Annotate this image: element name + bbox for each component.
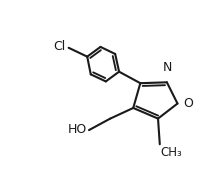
Text: Cl: Cl bbox=[53, 39, 65, 53]
Text: O: O bbox=[183, 97, 193, 110]
Text: CH₃: CH₃ bbox=[161, 146, 182, 159]
Text: N: N bbox=[163, 61, 172, 74]
Text: HO: HO bbox=[68, 123, 87, 136]
